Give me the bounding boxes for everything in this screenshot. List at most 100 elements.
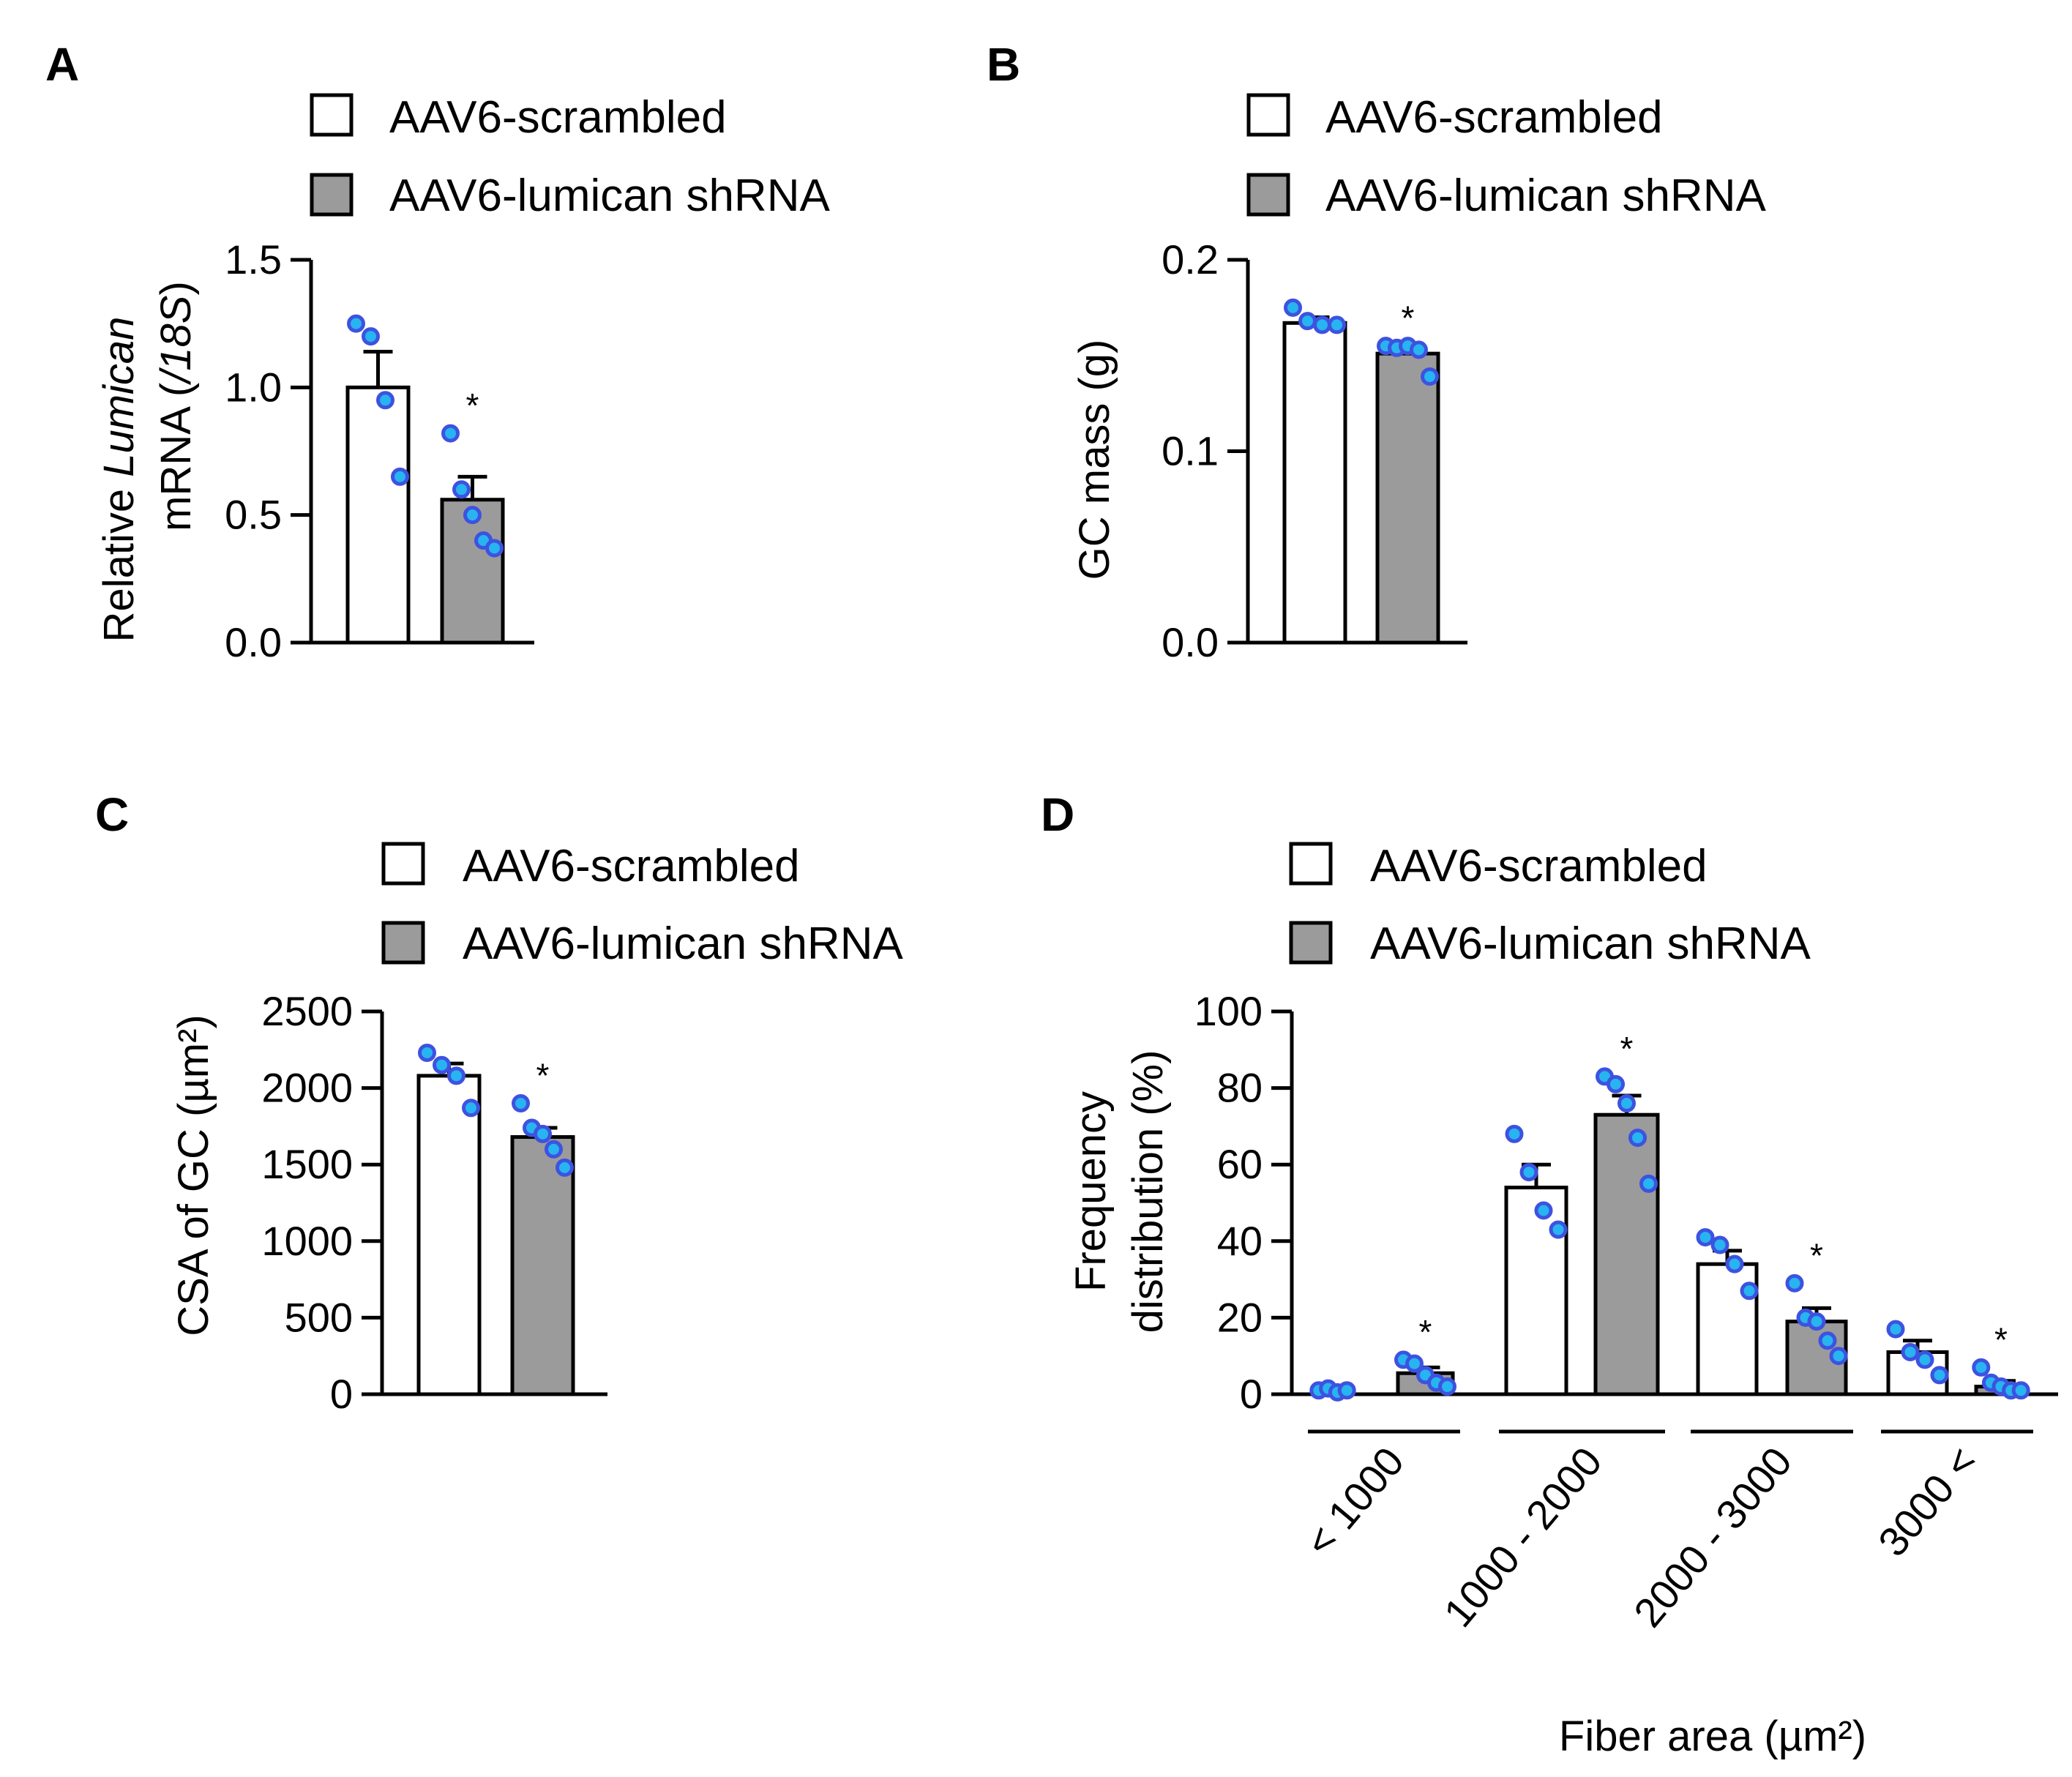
p2-data-point <box>418 1043 436 1062</box>
p3-data-point <box>1710 1235 1729 1254</box>
y-axis-title-d-line2: distribution (%) <box>1124 1050 1172 1333</box>
panel-d: D AAV6-scrambled AAV6-lumican shRNA 0 20 4… <box>1041 788 2058 1760</box>
p3-data-point <box>1696 1228 1715 1247</box>
p2-bar-scrambled <box>416 1074 482 1396</box>
panel-b: B AAV6-scrambled AAV6-lumican shRNA 0.00… <box>987 38 1766 665</box>
p3-data-point <box>1785 1273 1804 1292</box>
legend-label-scrambled: AAV6-scrambled <box>389 92 727 143</box>
legend-label-lumican: AAV6-lumican shRNA <box>389 171 830 221</box>
p3-y-tick-label: 100 <box>1194 988 1263 1034</box>
legend-swatch-scrambled-d <box>1289 842 1333 886</box>
p0-bar-scrambled <box>345 385 411 645</box>
legend-label-lumican-b: AAV6-lumican shRNA <box>1325 171 1766 221</box>
y-axis-title-b: GC mass (g) <box>1071 340 1118 580</box>
p0-data-point <box>376 391 394 410</box>
legend-swatch-lumican-d <box>1289 921 1333 965</box>
p3-y-tick-label: 0 <box>1240 1371 1263 1417</box>
p3-data-point <box>1807 1312 1826 1331</box>
y-axis-title-a-part1: Relative <box>95 477 143 643</box>
p1-data-point <box>1313 315 1331 334</box>
legend-label-scrambled-d: AAV6-scrambled <box>1370 841 1708 891</box>
p3-y-tick-label: 20 <box>1217 1294 1263 1340</box>
p2-y-tick-label: 1000 <box>261 1218 353 1264</box>
p0-data-point <box>441 424 460 443</box>
p3-data-point <box>1519 1163 1538 1182</box>
p2-data-point <box>556 1158 574 1177</box>
legend-label-lumican-c: AAV6-lumican shRNA <box>463 919 903 969</box>
x-axis-title-d: Fiber area (µm²) <box>1559 1713 1866 1760</box>
p3-category-label: 2000 - 3000 <box>1625 1438 1800 1635</box>
p3-data-point <box>1337 1381 1356 1400</box>
panel-letter-b: B <box>987 38 1020 91</box>
p0-y-tick-label: 1.5 <box>225 236 282 283</box>
y-axis-title-a-line2-part3: ) <box>152 281 200 295</box>
p0-y-tick-label: 1.0 <box>225 364 282 410</box>
p0-y-tick-label: 0.5 <box>225 492 282 538</box>
p0-data-point <box>391 467 409 486</box>
p1-y-tick-label: 0.2 <box>1162 236 1219 283</box>
plot-c: 0 500 1000 1500 2000 2500 * <box>261 988 607 1417</box>
p2-y-tick-label: 2000 <box>261 1065 353 1111</box>
p2-data-point <box>433 1055 451 1074</box>
p0-data-point <box>463 506 482 525</box>
p1-y-tick-label: 0.1 <box>1162 428 1219 474</box>
p0-data-point <box>485 539 504 558</box>
panel-letter-d: D <box>1041 788 1074 841</box>
p3-data-point <box>1886 1320 1905 1339</box>
p3-bar-scrambled <box>1504 1186 1568 1396</box>
p3-data-point <box>1505 1124 1524 1143</box>
y-axis-title-a-italic: Lumican <box>95 317 143 477</box>
y-axis-title-a-line2-italic: /18S <box>152 295 200 386</box>
p3-data-point <box>1930 1366 1949 1385</box>
p3-significance-star: * <box>1810 1236 1823 1274</box>
legend-swatch-lumican-c <box>381 921 425 965</box>
p3-bar-lumican <box>1593 1112 1660 1396</box>
p2-y-tick-label: 500 <box>285 1294 353 1340</box>
p3-category-label: < 1000 <box>1296 1438 1413 1565</box>
p1-data-point <box>1284 298 1302 317</box>
y-axis-title-d-line1: Frequency <box>1067 1091 1115 1292</box>
p3-y-tick-label: 60 <box>1217 1141 1263 1187</box>
p2-y-tick-label: 2500 <box>261 988 353 1034</box>
p3-significance-star: * <box>1620 1030 1634 1068</box>
legend-label-scrambled-b: AAV6-scrambled <box>1325 92 1663 143</box>
p0-data-point <box>362 327 380 346</box>
plot-b: 0.0 0.1 0.2 * <box>1162 236 1467 665</box>
p2-y-tick-label: 1500 <box>261 1141 353 1187</box>
p0-data-point <box>452 480 471 499</box>
y-axis-title-a: Relative Lumican <box>95 317 143 643</box>
panel-letter-c: C <box>95 788 129 841</box>
p3-data-point <box>1617 1094 1636 1113</box>
p3-data-point <box>1818 1331 1837 1350</box>
p3-data-point <box>1972 1358 1991 1377</box>
p0-significance-star: * <box>466 386 479 424</box>
y-axis-title-a-line2-part1: mRNA ( <box>152 383 200 531</box>
p3-data-point <box>1405 1354 1424 1373</box>
p1-y-tick-label: 0.0 <box>1162 619 1219 665</box>
p1-significance-star: * <box>1402 299 1415 337</box>
p2-bar-lumican <box>510 1135 575 1396</box>
y-axis-title-a-line2: mRNA (/18S) <box>152 281 200 531</box>
p2-data-point <box>447 1066 465 1085</box>
p2-significance-star: * <box>536 1057 550 1095</box>
panel-letter-a: A <box>45 38 79 91</box>
p3-data-point <box>1915 1350 1934 1369</box>
panel-c: C AAV6-scrambled AAV6-lumican shRNA 0 500… <box>95 788 903 1417</box>
p2-data-point <box>534 1124 552 1143</box>
p3-category-label: 1000 - 2000 <box>1435 1438 1610 1635</box>
p1-bar-lumican <box>1375 351 1440 645</box>
p3-data-point <box>1438 1377 1456 1396</box>
p3-y-tick-label: 80 <box>1217 1065 1263 1111</box>
plot-d: 0 20 40 60 80 100 * * * * < 1000 1000 - 2000 2000 - … <box>1194 988 2058 1636</box>
legend-swatch-scrambled <box>310 93 354 137</box>
p3-data-point <box>1901 1342 1920 1361</box>
p3-data-point <box>1639 1174 1658 1193</box>
legend-swatch-scrambled-c <box>381 842 425 886</box>
p3-data-point <box>1725 1254 1744 1273</box>
p3-data-point <box>1549 1220 1568 1239</box>
p0-data-point <box>347 314 365 333</box>
p3-category-label: 3000 < <box>1869 1438 1986 1565</box>
p3-data-point <box>1829 1347 1848 1366</box>
legend-label-scrambled-c: AAV6-scrambled <box>463 841 800 891</box>
